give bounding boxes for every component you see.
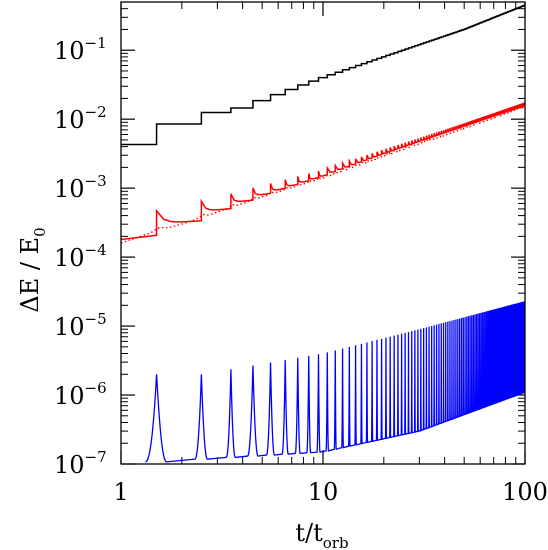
x-tick-label: 100 — [502, 478, 548, 506]
x-axis-label: t/torb — [295, 519, 348, 550]
axes-group: 1 10 100 10−7 10−6 10−5 10−4 10−3 10−2 10−1 — [54, 1, 548, 506]
x-tick-label: 1 — [113, 478, 128, 506]
y-tick-label: 10−1 — [54, 34, 107, 65]
x-tick-label: 10 — [308, 478, 339, 506]
y-tick-label: 10−4 — [54, 241, 107, 272]
y-tick-label: 10−5 — [54, 310, 107, 341]
y-tick-label: 10−6 — [54, 379, 107, 410]
y-axis-label: ΔE / E0 — [16, 227, 49, 312]
series-red-dotted — [121, 105, 525, 244]
series-black-staircase — [121, 4, 525, 146]
y-tick-label: 10−7 — [54, 448, 107, 479]
series-group — [121, 4, 525, 463]
series-red-solid — [121, 102, 525, 241]
series-blue-spikes — [145, 301, 525, 463]
y-tick-label: 10−2 — [54, 103, 107, 134]
y-tick-label: 10−3 — [54, 172, 107, 203]
plot-frame — [120, 1, 526, 465]
